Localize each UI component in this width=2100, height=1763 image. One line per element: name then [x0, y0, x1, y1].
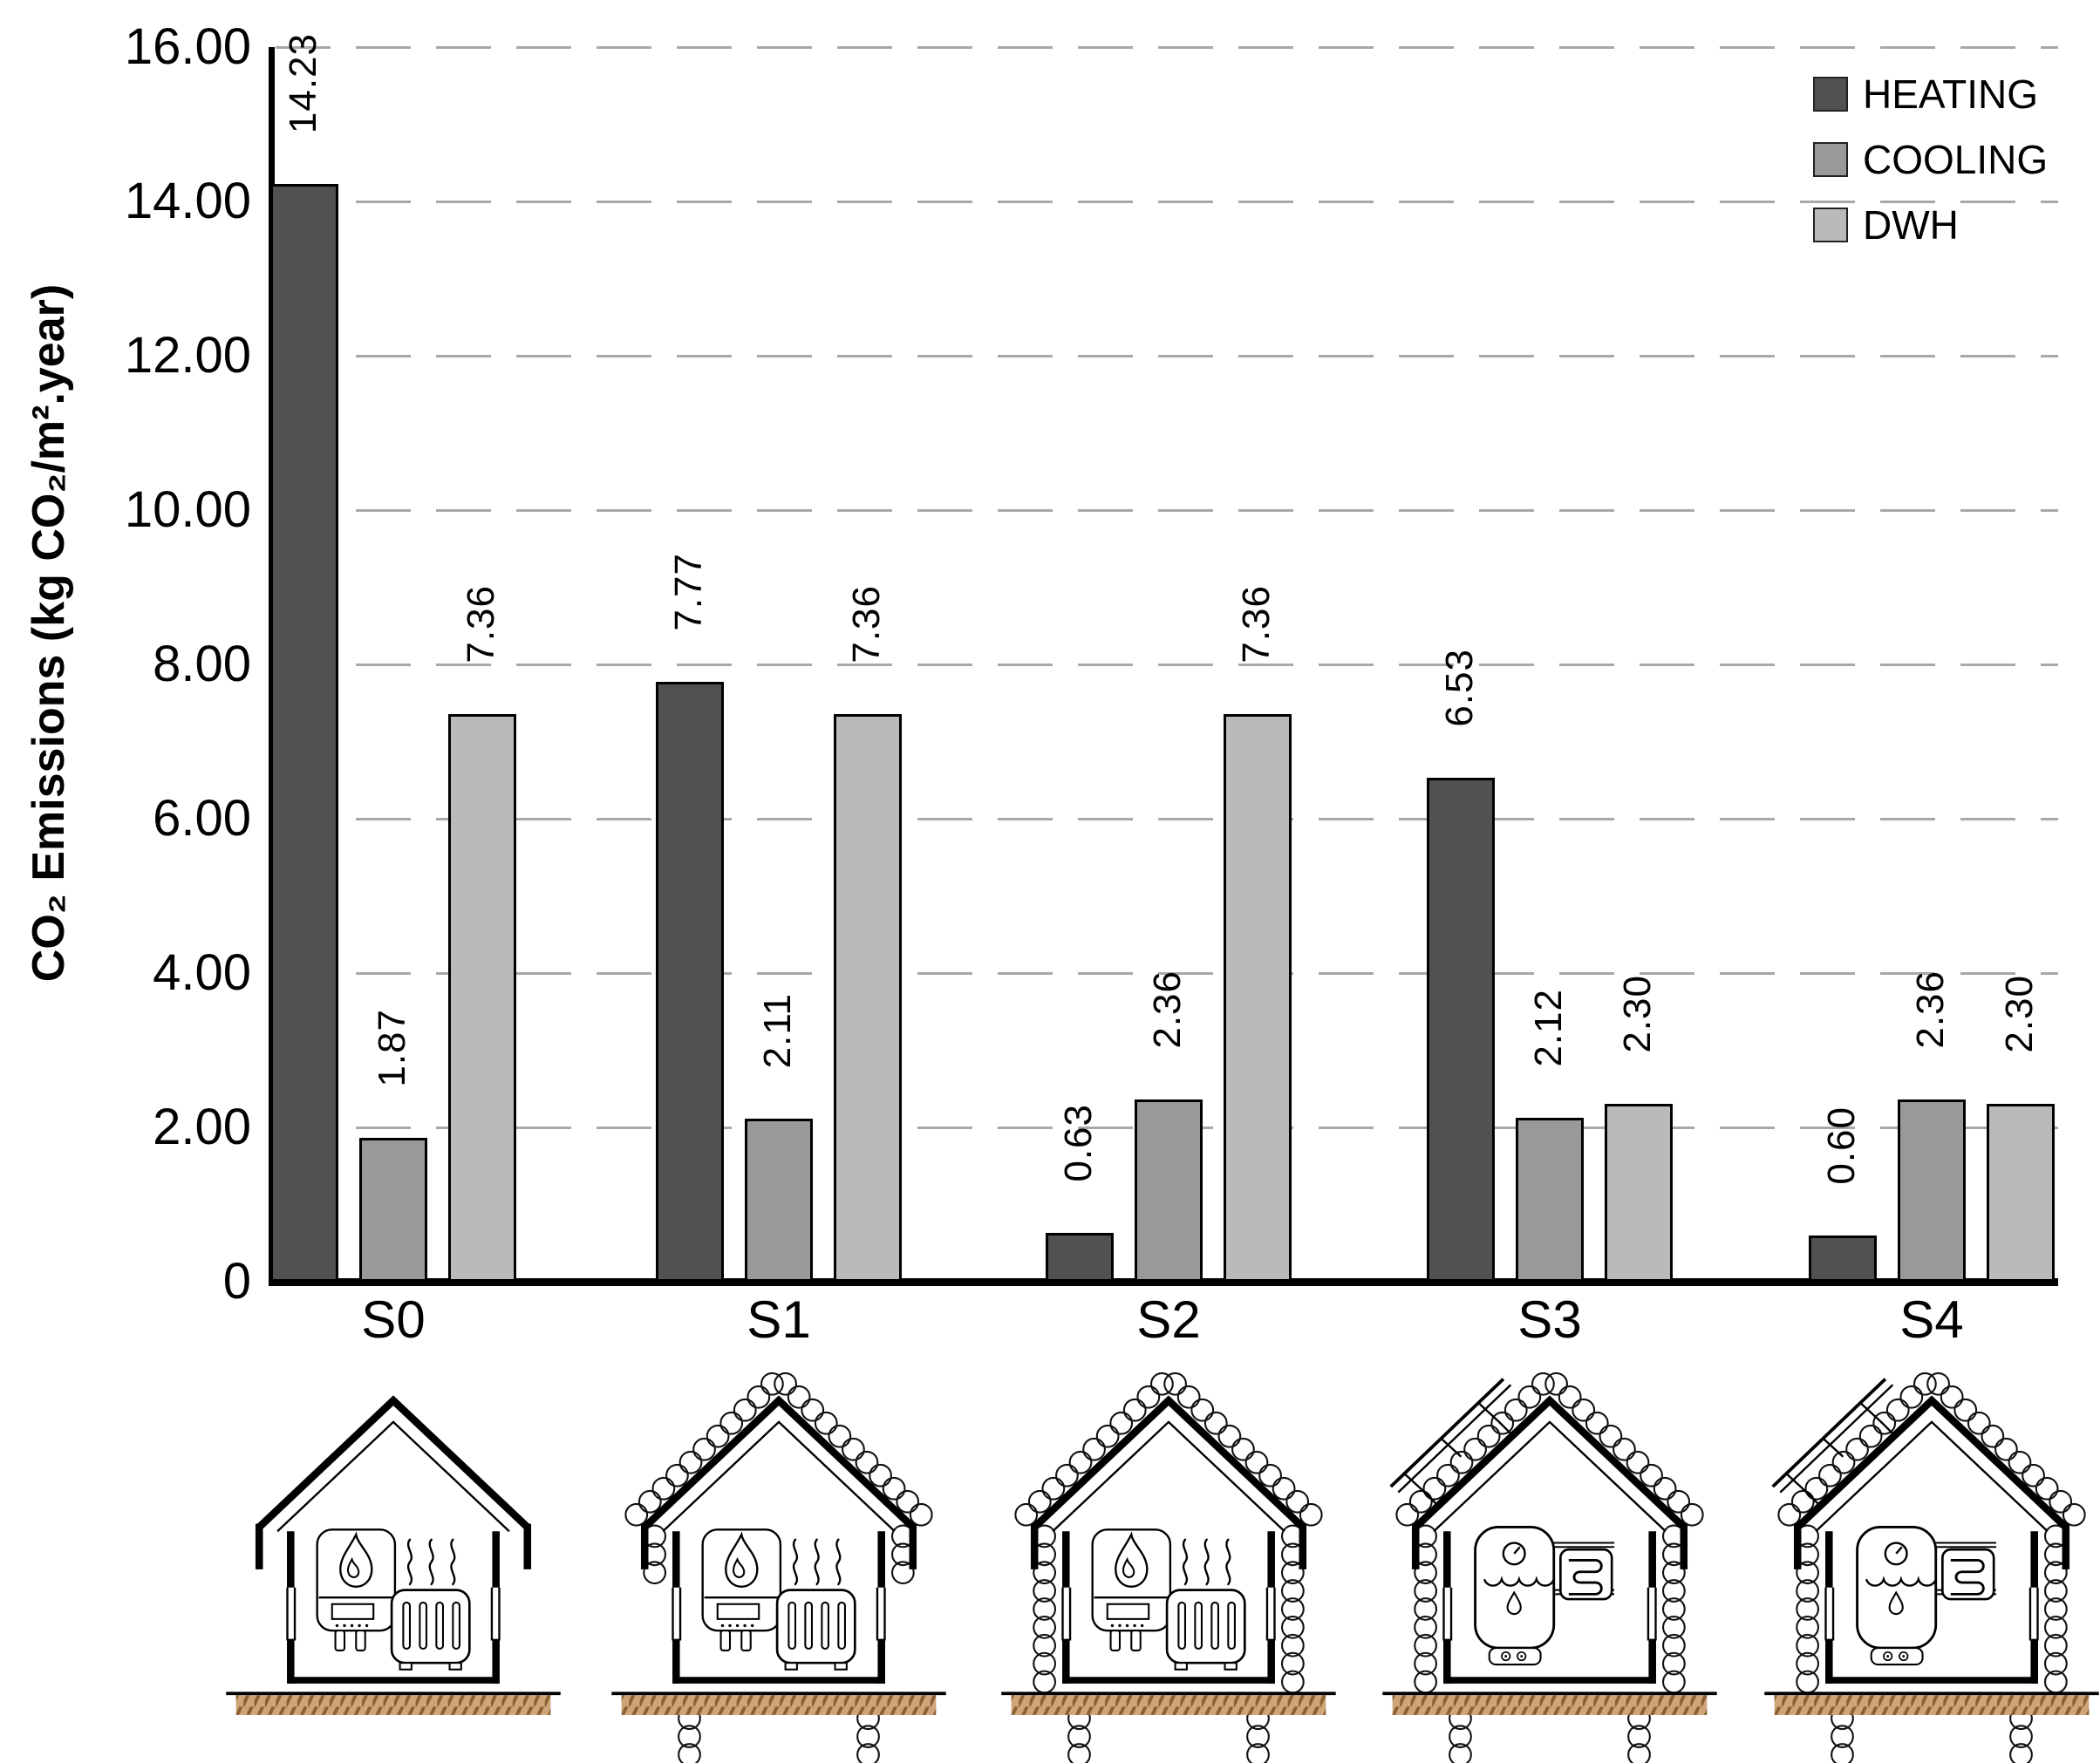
- insulation-coils: [624, 1372, 933, 1763]
- bar-dwh-s1: [834, 714, 902, 1282]
- house-shell: [255, 1395, 532, 1684]
- house-shell: [1030, 1395, 1307, 1684]
- bar-cooling-s4: [1898, 1099, 1966, 1282]
- bar-heating-s3: [1427, 778, 1495, 1282]
- heat-pump-water-heater-icon: [1474, 1526, 1615, 1666]
- bar-dwh-s3: [1605, 1104, 1673, 1282]
- heat-pump-water-heater-icon: [1856, 1526, 1997, 1666]
- y-tick-label-8.00: 8.00: [153, 636, 251, 692]
- gas-boiler-icon: [1091, 1528, 1172, 1651]
- gridline-y10: [276, 508, 2058, 512]
- y-tick-label-2.00: 2.00: [153, 1099, 251, 1155]
- y-tick-label-12.00: 12.00: [124, 327, 251, 384]
- gas-boiler-icon: [701, 1528, 782, 1651]
- y-tick-label-16.00: 16.00: [124, 18, 251, 75]
- value-label-heating-s2: 0.63: [1057, 1104, 1100, 1182]
- value-label-dwh-s1: 7.36: [845, 585, 888, 664]
- ground-hatch: [1011, 1695, 1326, 1715]
- value-label-dwh-s2: 7.36: [1235, 585, 1278, 664]
- house-s3: [1367, 1356, 1732, 1763]
- gridline-y6: [276, 817, 2058, 820]
- value-label-heating-s1: 7.77: [667, 553, 710, 631]
- x-category-label-s0: S0: [361, 1290, 426, 1349]
- gridline-y4: [276, 971, 2058, 975]
- value-label-cooling-s0: 1.87: [371, 1009, 413, 1087]
- x-category-label-s1: S1: [747, 1290, 811, 1349]
- y-tick-label-0: 0: [222, 1253, 251, 1310]
- value-label-cooling-s1: 2.11: [756, 992, 799, 1068]
- ground-hatch: [235, 1695, 551, 1715]
- bar-dwh-s0: [448, 714, 516, 1282]
- x-category-label-s2: S2: [1136, 1290, 1201, 1349]
- y-tick-label-4.00: 4.00: [153, 944, 251, 1001]
- value-label-heating-s3: 6.53: [1438, 649, 1481, 727]
- bar-cooling-s2: [1135, 1099, 1203, 1282]
- value-label-cooling-s2: 2.36: [1146, 970, 1189, 1049]
- radiator-icon: [775, 1538, 856, 1671]
- house-diagram-s3: [1382, 1372, 1717, 1763]
- x-axis-line: [269, 1278, 2058, 1286]
- value-label-heating-s4: 0.60: [1820, 1106, 1863, 1185]
- gridline-y12: [276, 354, 2058, 357]
- solar-panel-icon: [1389, 1378, 1515, 1508]
- y-tick-label-10.00: 10.00: [124, 481, 251, 538]
- y-tick-label-6.00: 6.00: [153, 790, 251, 847]
- value-label-dwh-s0: 7.36: [460, 585, 502, 664]
- house-s1: [597, 1356, 961, 1763]
- house-shell: [1793, 1395, 2070, 1684]
- value-label-dwh-s3: 2.30: [1616, 975, 1659, 1053]
- gridline-y14: [276, 200, 2058, 203]
- house-shell: [1411, 1395, 1688, 1684]
- house-diagram-s1: [611, 1372, 946, 1763]
- ground-hatch: [1774, 1695, 2090, 1715]
- value-label-dwh-s4: 2.30: [1998, 975, 2041, 1053]
- legend-swatch-dwh: [1813, 208, 1848, 242]
- bar-cooling-s3: [1516, 1118, 1584, 1282]
- bar-dwh-s2: [1224, 714, 1292, 1282]
- legend-label-dwh: DWH: [1863, 202, 1959, 248]
- radiator-icon: [1165, 1538, 1246, 1671]
- bar-heating-s1: [656, 682, 724, 1282]
- gas-boiler-icon: [316, 1528, 397, 1651]
- house-s4: [1749, 1356, 2100, 1763]
- legend-label-cooling: COOLING: [1863, 137, 2049, 182]
- bar-cooling-s0: [359, 1138, 427, 1282]
- house-s2: [986, 1356, 1351, 1763]
- x-category-label-s3: S3: [1517, 1290, 1582, 1349]
- bar-heating-s0: [270, 184, 338, 1282]
- y-axis-title: CO₂ Emissions (kg CO₂/m².year): [24, 283, 74, 983]
- gridline-y8: [276, 663, 2058, 666]
- ground-hatch: [621, 1695, 937, 1715]
- insulation-coils: [1395, 1372, 1704, 1763]
- value-label-heating-s0: 14.23: [282, 32, 324, 133]
- legend-swatch-heating: [1813, 77, 1848, 112]
- gridline-y16: [276, 45, 2058, 49]
- house-diagram-s2: [1001, 1372, 1336, 1763]
- ground-hatch: [1392, 1695, 1708, 1715]
- y-tick-label-14.00: 14.00: [124, 173, 251, 229]
- bar-heating-s2: [1046, 1233, 1114, 1282]
- value-label-cooling-s3: 2.12: [1527, 989, 1570, 1067]
- legend-label-heating: HEATING: [1863, 71, 2039, 117]
- house-diagram-s0: [226, 1395, 561, 1715]
- radiator-icon: [390, 1538, 471, 1671]
- solar-panel-icon: [1771, 1378, 1897, 1508]
- house-diagram-s4: [1764, 1372, 2099, 1763]
- legend-swatch-cooling: [1813, 142, 1848, 177]
- x-category-label-s4: S4: [1899, 1290, 1964, 1349]
- bar-heating-s4: [1809, 1235, 1877, 1282]
- bar-dwh-s4: [1987, 1104, 2055, 1282]
- house-shell: [640, 1395, 917, 1684]
- house-s0: [211, 1356, 576, 1763]
- bar-cooling-s1: [745, 1119, 813, 1282]
- value-label-cooling-s4: 2.36: [1909, 970, 1952, 1049]
